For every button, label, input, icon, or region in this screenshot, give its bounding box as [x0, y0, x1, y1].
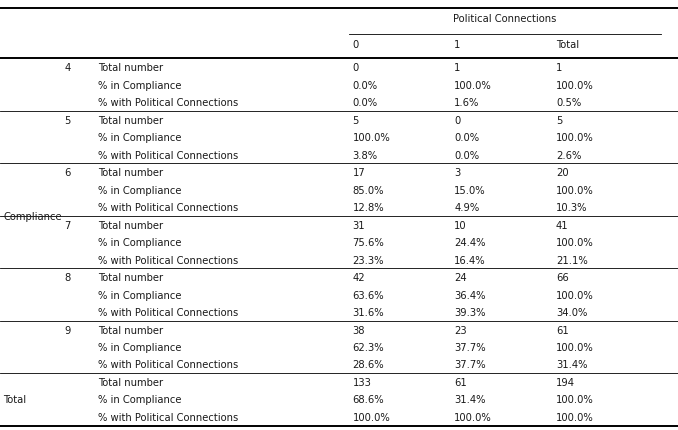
Text: % in Compliance: % in Compliance — [98, 237, 182, 248]
Text: 100.0%: 100.0% — [556, 133, 594, 143]
Text: 10.3%: 10.3% — [556, 203, 587, 212]
Text: 0.0%: 0.0% — [454, 133, 479, 143]
Text: 100.0%: 100.0% — [556, 342, 594, 352]
Text: Total number: Total number — [98, 377, 163, 387]
Text: 36.4%: 36.4% — [454, 290, 485, 300]
Text: 5: 5 — [556, 115, 562, 126]
Text: 1: 1 — [556, 63, 562, 73]
Text: 100.0%: 100.0% — [556, 237, 594, 248]
Text: 4.9%: 4.9% — [454, 203, 479, 212]
Text: 12.8%: 12.8% — [353, 203, 384, 212]
Text: Total: Total — [3, 395, 26, 405]
Text: 85.0%: 85.0% — [353, 185, 384, 195]
Text: 15.0%: 15.0% — [454, 185, 486, 195]
Text: 61: 61 — [454, 377, 467, 387]
Text: % in Compliance: % in Compliance — [98, 395, 182, 405]
Text: 100.0%: 100.0% — [454, 80, 492, 90]
Text: % with Political Connections: % with Political Connections — [98, 150, 239, 160]
Text: 38: 38 — [353, 325, 365, 335]
Text: 21.1%: 21.1% — [556, 255, 588, 265]
Text: 31.4%: 31.4% — [454, 395, 485, 405]
Text: 194: 194 — [556, 377, 575, 387]
Text: 63.6%: 63.6% — [353, 290, 384, 300]
Text: 41: 41 — [556, 220, 569, 230]
Text: 1: 1 — [454, 40, 460, 50]
Text: 8: 8 — [64, 273, 71, 283]
Text: 100.0%: 100.0% — [353, 412, 391, 422]
Text: 1.6%: 1.6% — [454, 98, 479, 108]
Text: 100.0%: 100.0% — [454, 412, 492, 422]
Text: Total: Total — [556, 40, 579, 50]
Text: Political Connections: Political Connections — [454, 14, 557, 25]
Text: % with Political Connections: % with Political Connections — [98, 98, 239, 108]
Text: % in Compliance: % in Compliance — [98, 133, 182, 143]
Text: 68.6%: 68.6% — [353, 395, 384, 405]
Text: 66: 66 — [556, 273, 569, 283]
Text: 31: 31 — [353, 220, 365, 230]
Text: 61: 61 — [556, 325, 569, 335]
Text: 37.7%: 37.7% — [454, 359, 486, 370]
Text: 0: 0 — [353, 63, 359, 73]
Text: Total number: Total number — [98, 273, 163, 283]
Text: 9: 9 — [64, 325, 71, 335]
Text: 24: 24 — [454, 273, 467, 283]
Text: 100.0%: 100.0% — [556, 290, 594, 300]
Text: % in Compliance: % in Compliance — [98, 342, 182, 352]
Text: 42: 42 — [353, 273, 365, 283]
Text: 10: 10 — [454, 220, 467, 230]
Text: 7: 7 — [64, 220, 71, 230]
Text: 28.6%: 28.6% — [353, 359, 384, 370]
Text: 16.4%: 16.4% — [454, 255, 486, 265]
Text: 31.6%: 31.6% — [353, 307, 384, 317]
Text: 20: 20 — [556, 168, 569, 178]
Text: 133: 133 — [353, 377, 372, 387]
Text: 17: 17 — [353, 168, 365, 178]
Text: % in Compliance: % in Compliance — [98, 185, 182, 195]
Text: % with Political Connections: % with Political Connections — [98, 359, 239, 370]
Text: % in Compliance: % in Compliance — [98, 80, 182, 90]
Text: % with Political Connections: % with Political Connections — [98, 307, 239, 317]
Text: % in Compliance: % in Compliance — [98, 290, 182, 300]
Text: Total number: Total number — [98, 168, 163, 178]
Text: 34.0%: 34.0% — [556, 307, 587, 317]
Text: % with Political Connections: % with Political Connections — [98, 203, 239, 212]
Text: 1: 1 — [454, 63, 460, 73]
Text: 31.4%: 31.4% — [556, 359, 587, 370]
Text: 2.6%: 2.6% — [556, 150, 581, 160]
Text: 0.0%: 0.0% — [353, 98, 378, 108]
Text: 24.4%: 24.4% — [454, 237, 485, 248]
Text: 100.0%: 100.0% — [556, 185, 594, 195]
Text: 6: 6 — [64, 168, 71, 178]
Text: 39.3%: 39.3% — [454, 307, 485, 317]
Text: Total number: Total number — [98, 63, 163, 73]
Text: 0: 0 — [353, 40, 359, 50]
Text: 0.5%: 0.5% — [556, 98, 581, 108]
Text: 5: 5 — [353, 115, 359, 126]
Text: 3: 3 — [454, 168, 460, 178]
Text: 23: 23 — [454, 325, 467, 335]
Text: 100.0%: 100.0% — [556, 412, 594, 422]
Text: Compliance: Compliance — [3, 212, 62, 221]
Text: 0.0%: 0.0% — [454, 150, 479, 160]
Text: % with Political Connections: % with Political Connections — [98, 412, 239, 422]
Text: 75.6%: 75.6% — [353, 237, 384, 248]
Text: 62.3%: 62.3% — [353, 342, 384, 352]
Text: Total number: Total number — [98, 115, 163, 126]
Text: 37.7%: 37.7% — [454, 342, 486, 352]
Text: 100.0%: 100.0% — [556, 80, 594, 90]
Text: 0.0%: 0.0% — [353, 80, 378, 90]
Text: Total number: Total number — [98, 220, 163, 230]
Text: 23.3%: 23.3% — [353, 255, 384, 265]
Text: 3.8%: 3.8% — [353, 150, 378, 160]
Text: 0: 0 — [454, 115, 460, 126]
Text: % with Political Connections: % with Political Connections — [98, 255, 239, 265]
Text: Total number: Total number — [98, 325, 163, 335]
Text: 100.0%: 100.0% — [353, 133, 391, 143]
Text: 100.0%: 100.0% — [556, 395, 594, 405]
Text: 4: 4 — [64, 63, 71, 73]
Text: 5: 5 — [64, 115, 71, 126]
